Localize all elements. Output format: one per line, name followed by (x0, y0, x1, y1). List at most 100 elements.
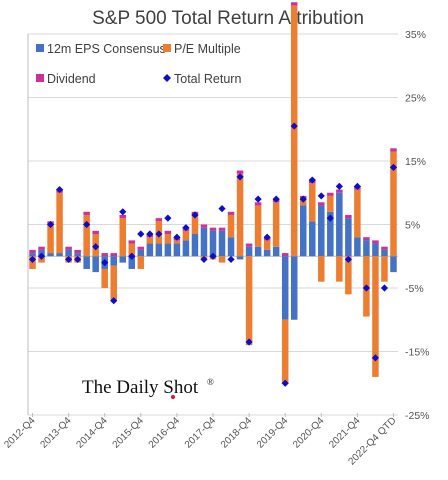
total-return-point (362, 284, 371, 292)
pe-bar (281, 319, 289, 384)
eps-bar (390, 256, 397, 273)
total-return-point (83, 220, 91, 229)
total-return-point (290, 122, 298, 130)
dividend-bar (345, 214, 352, 219)
eps-bar (47, 253, 54, 257)
pe-bar (263, 240, 271, 250)
eps-bar (254, 246, 262, 257)
total-return-point (128, 252, 136, 260)
total-return-point (272, 195, 280, 203)
pe-bar (318, 256, 325, 282)
dividend-bar (254, 202, 262, 206)
total-return-point (200, 255, 208, 264)
legend-marker-total-return (163, 74, 171, 82)
dividend-bar (290, 2, 298, 6)
dividend-bar (65, 246, 72, 250)
logo-registered-mark: ® (207, 377, 214, 387)
eps-bar (92, 256, 99, 273)
dividend-bar (110, 253, 117, 257)
pe-bar (290, 5, 298, 257)
legend-label-dividend: Dividend (47, 72, 96, 86)
total-return-point (218, 205, 226, 213)
pe-bar (146, 237, 154, 244)
dividend-bar (209, 227, 217, 231)
total-return-point (245, 338, 253, 346)
dividend-bar (74, 249, 81, 254)
eps-bar (137, 249, 145, 257)
logo-text: The Daily Shot (82, 377, 199, 398)
eps-bar (354, 237, 361, 257)
pe-bar (119, 218, 127, 257)
total-return-point (335, 182, 343, 190)
pe-bar (381, 256, 388, 282)
eps-bar (372, 243, 379, 257)
dividend-bar (363, 237, 370, 241)
total-return-markers (28, 122, 398, 387)
logo-red-dot (171, 395, 175, 399)
pe-bar (47, 224, 54, 254)
total-return-point (173, 233, 181, 241)
total-return-point (371, 354, 380, 362)
eps-bar (318, 205, 325, 257)
y-tick-label: -5% (405, 283, 424, 295)
total-return-point (353, 182, 361, 190)
pe-bar (245, 256, 253, 346)
total-return-point (191, 211, 199, 219)
legend-label-pe: P/E Multiple (174, 42, 241, 56)
eps-bar (263, 249, 271, 257)
total-return-point (263, 233, 271, 241)
dividend-bar (236, 170, 244, 174)
dividend-bar (245, 243, 253, 247)
total-return-point (236, 173, 244, 181)
eps-bar (200, 227, 208, 257)
eps-bar (83, 256, 90, 269)
total-return-point (146, 230, 154, 238)
pe-bar (372, 256, 379, 377)
eps-bar (29, 253, 36, 257)
legend-swatch-pe (163, 44, 171, 52)
y-axis: 35% 25% 15% 5% -5% -15% -25% (405, 29, 430, 422)
pe-bar (354, 189, 361, 238)
eps-bar (56, 253, 63, 257)
dividend-bar (128, 240, 136, 244)
dividend-bar (119, 214, 127, 219)
eps-bar (164, 243, 172, 257)
eps-bar (236, 256, 244, 260)
eps-bar (381, 249, 388, 257)
eps-bar (299, 205, 307, 257)
dividend-bar (381, 246, 388, 250)
pe-bar (227, 214, 235, 238)
dividend-bar (227, 211, 235, 215)
eps-bar (119, 256, 127, 263)
dividend-bar (83, 211, 90, 215)
pe-bar (236, 173, 244, 257)
y-tick-label: 15% (405, 156, 426, 168)
total-return-point (110, 297, 118, 305)
dividend-bar (101, 253, 108, 257)
daily-shot-logo: The Daily Shot ® (82, 377, 214, 399)
eps-bar (327, 211, 334, 257)
legend-label-total-return: Total Return (174, 72, 241, 86)
pe-bar (56, 192, 63, 254)
total-return-point (281, 379, 289, 387)
pe-bar (254, 205, 262, 247)
pe-bar (83, 214, 90, 257)
eps-bar (173, 243, 181, 257)
eps-bar (65, 249, 72, 257)
total-return-point (380, 284, 389, 292)
dividend-bar (336, 189, 343, 193)
total-return-point (299, 195, 307, 203)
eps-bar (128, 256, 136, 269)
y-tick-label: 35% (405, 29, 426, 41)
pe-bar (390, 151, 397, 257)
dividend-bar (164, 230, 172, 235)
eps-bar (363, 240, 370, 257)
eps-bar (218, 230, 226, 257)
pe-bar (272, 202, 280, 247)
dividend-bar (29, 249, 36, 254)
total-return-point (227, 255, 235, 264)
y-tick-label: -25% (405, 410, 430, 422)
dividend-bar (281, 253, 289, 257)
pe-bar (182, 230, 190, 241)
eps-bar (209, 230, 217, 257)
